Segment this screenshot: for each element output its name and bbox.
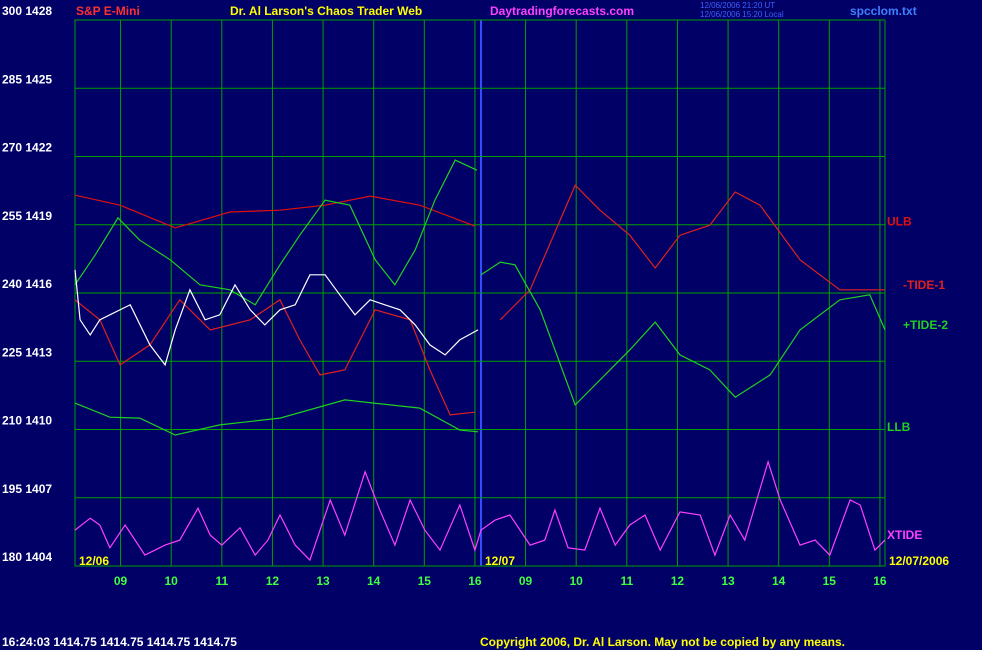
y-tick-label: 210 1410 [2,414,52,428]
symbol: S&P E-Mini [76,4,140,18]
x-tick-label: 12 [671,574,685,588]
y-tick-label: 225 1413 [2,345,52,359]
file-name: spcclom.txt [850,4,917,18]
series-line [74,184,885,416]
series-line [74,399,479,436]
x-tick-label: 15 [823,574,837,588]
series-line [74,159,886,406]
x-tick-label: 09 [114,574,128,588]
x-tick-label: 14 [367,574,381,588]
x-tick-label: 10 [570,574,584,588]
x-tick-label: 11 [620,574,633,588]
series-label: ULB [887,214,912,228]
series-line [74,194,476,229]
y-tick-label: 240 1416 [2,277,52,291]
copyright: Copyright 2006, Dr. Al Larson. May not b… [480,635,845,649]
y-tick-label: 180 1404 [2,550,52,564]
x-tick-label: 09 [519,574,533,588]
date-label: 12/06 [79,554,109,568]
date-label: 12/07/2006 [889,554,949,568]
series-label: -TIDE-1 [903,278,945,292]
y-tick-label: 195 1407 [2,482,52,496]
x-tick-label: 10 [165,574,179,588]
y-tick-label: 270 1422 [2,141,52,155]
series-label: LLB [887,420,911,434]
site: Daytradingforecasts.com [490,4,634,18]
y-tick-label: 300 1428 [2,4,52,18]
x-tick-label: 16 [873,574,887,588]
title: Dr. Al Larson's Chaos Trader Web [230,4,422,18]
x-tick-label: 14 [772,574,786,588]
series-line [74,269,479,367]
y-tick-label: 255 1419 [2,209,52,223]
series-label: XTIDE [887,528,922,542]
y-tick-label: 285 1425 [2,72,52,86]
x-tick-label: 12 [266,574,280,588]
series-label: +TIDE-2 [903,318,948,332]
stamp-local: 12/06/2006 15:20 Local [700,10,784,19]
x-tick-label: 13 [721,574,735,588]
quote: 16:24:03 1414.75 1414.75 1414.75 1414.75 [2,635,237,649]
date-label: 12/07 [485,554,515,568]
x-tick-label: 13 [316,574,330,588]
stamp-ut: 12/06/2006 21:20 UT [700,1,775,10]
series-line [74,459,886,562]
x-tick-label: 16 [468,574,482,588]
x-tick-label: 11 [215,574,228,588]
x-tick-label: 15 [418,574,432,588]
